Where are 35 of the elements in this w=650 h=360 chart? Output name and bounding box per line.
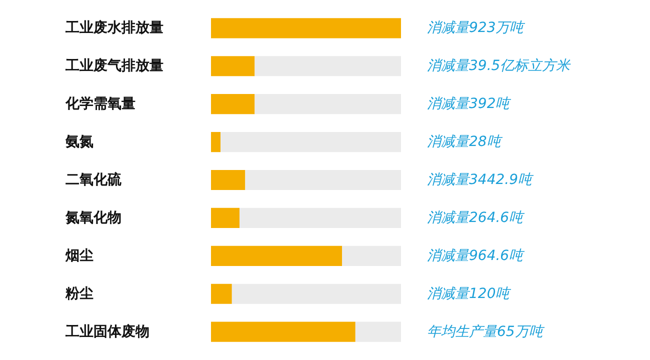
y-tick-label: 工业固体废物 <box>64 322 150 340</box>
bar <box>232 284 401 304</box>
y-tick-label: 粉尘 <box>64 286 94 302</box>
text: 消减量264.6吨 <box>427 210 526 226</box>
bar <box>342 246 401 266</box>
bar <box>211 246 342 266</box>
text: 消减量923万吨 <box>427 20 526 36</box>
bar <box>211 170 246 190</box>
text: 年均生产量65万吨 <box>427 324 545 340</box>
bar <box>211 208 240 228</box>
text: 消减量392吨 <box>427 96 512 112</box>
y-tick-label: 氮氧化物 <box>64 210 122 226</box>
text: 消减量3442.9吨 <box>427 172 534 188</box>
bar <box>211 322 356 342</box>
bar <box>211 56 255 76</box>
bar <box>211 94 255 114</box>
text: 消减量964.6吨 <box>427 248 526 264</box>
y-tick-label: 二氧化硫 <box>66 171 122 188</box>
text: 消减量39.5亿标立方米 <box>427 58 572 74</box>
bar <box>211 284 232 304</box>
bar <box>355 322 401 342</box>
bar <box>254 94 401 114</box>
y-tick-label: 化学需氧量 <box>64 96 136 112</box>
bar <box>240 208 401 228</box>
y-tick-label: 烟尘 <box>64 248 94 264</box>
bar <box>220 132 401 152</box>
text: 消减量28吨 <box>427 134 503 150</box>
y-tick-label: 工业废水排放量 <box>64 19 164 36</box>
y-tick-label: 工业废气排放量 <box>64 57 164 74</box>
bar <box>254 56 401 76</box>
bar <box>211 18 401 38</box>
y-tick-label: 氨氮 <box>64 134 94 150</box>
text: 消减量120吨 <box>427 286 512 302</box>
bar <box>245 170 401 190</box>
bar <box>211 132 220 152</box>
